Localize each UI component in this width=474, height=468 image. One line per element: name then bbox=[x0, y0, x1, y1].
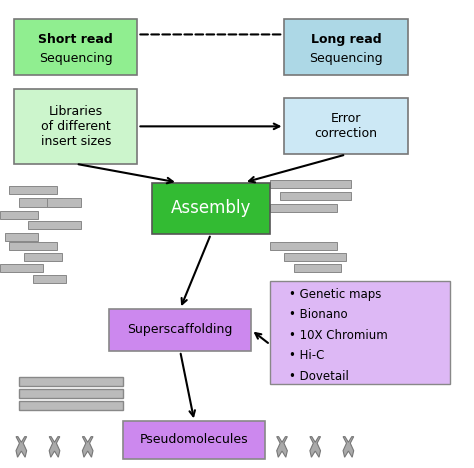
FancyBboxPatch shape bbox=[19, 377, 123, 386]
FancyBboxPatch shape bbox=[270, 242, 337, 250]
FancyBboxPatch shape bbox=[33, 275, 66, 283]
Text: Sequencing: Sequencing bbox=[39, 51, 113, 65]
Polygon shape bbox=[82, 437, 93, 457]
FancyBboxPatch shape bbox=[284, 19, 408, 75]
Text: Sequencing: Sequencing bbox=[309, 51, 383, 65]
Text: Libraries
of different
insert sizes: Libraries of different insert sizes bbox=[41, 105, 111, 148]
FancyBboxPatch shape bbox=[47, 198, 81, 207]
Text: Error
correction: Error correction bbox=[315, 112, 377, 140]
Polygon shape bbox=[277, 437, 287, 457]
FancyBboxPatch shape bbox=[109, 309, 251, 351]
FancyBboxPatch shape bbox=[9, 242, 57, 250]
Text: Long read: Long read bbox=[311, 33, 381, 46]
FancyBboxPatch shape bbox=[0, 264, 43, 272]
FancyBboxPatch shape bbox=[284, 98, 408, 154]
FancyBboxPatch shape bbox=[270, 180, 351, 188]
Polygon shape bbox=[310, 437, 320, 457]
FancyBboxPatch shape bbox=[152, 183, 270, 234]
FancyBboxPatch shape bbox=[284, 253, 346, 261]
Text: Assembly: Assembly bbox=[171, 199, 251, 217]
FancyBboxPatch shape bbox=[123, 421, 265, 459]
FancyBboxPatch shape bbox=[14, 19, 137, 75]
FancyBboxPatch shape bbox=[0, 211, 38, 219]
FancyBboxPatch shape bbox=[270, 281, 450, 384]
FancyBboxPatch shape bbox=[5, 233, 38, 241]
Text: • Bionano: • Bionano bbox=[289, 308, 348, 321]
Text: • Hi-C: • Hi-C bbox=[289, 350, 325, 362]
Text: • 10X Chromium: • 10X Chromium bbox=[289, 329, 388, 342]
Text: • Dovetail: • Dovetail bbox=[289, 370, 349, 383]
FancyBboxPatch shape bbox=[19, 198, 62, 207]
Text: Superscaffolding: Superscaffolding bbox=[128, 323, 233, 336]
FancyBboxPatch shape bbox=[19, 401, 123, 410]
FancyBboxPatch shape bbox=[270, 204, 337, 212]
Polygon shape bbox=[49, 437, 60, 457]
Polygon shape bbox=[343, 437, 354, 457]
FancyBboxPatch shape bbox=[9, 186, 57, 194]
FancyBboxPatch shape bbox=[14, 89, 137, 164]
FancyBboxPatch shape bbox=[24, 253, 62, 261]
FancyBboxPatch shape bbox=[280, 192, 351, 200]
Text: Pseudomolecules: Pseudomolecules bbox=[140, 433, 249, 446]
Text: Short read: Short read bbox=[38, 33, 113, 46]
FancyBboxPatch shape bbox=[19, 389, 123, 398]
Text: • Genetic maps: • Genetic maps bbox=[289, 288, 382, 300]
Polygon shape bbox=[16, 437, 27, 457]
FancyBboxPatch shape bbox=[28, 221, 81, 229]
FancyBboxPatch shape bbox=[294, 264, 341, 272]
